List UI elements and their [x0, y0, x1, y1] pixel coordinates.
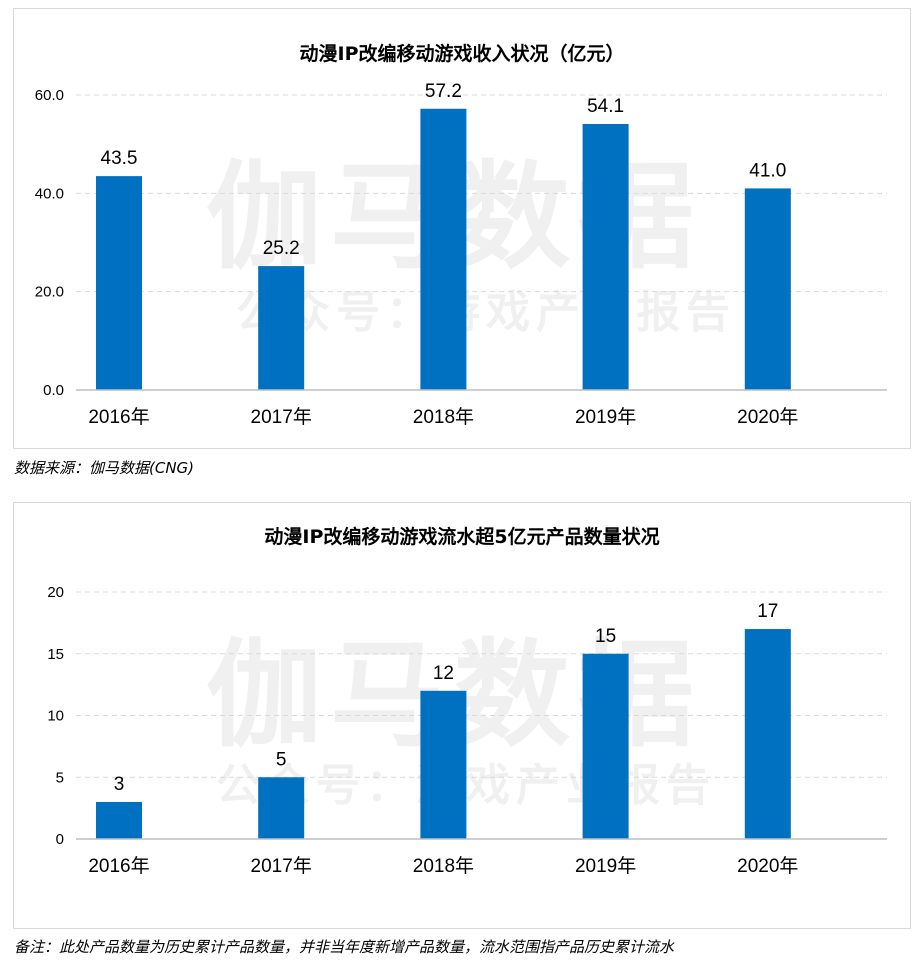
data-label: 41.0 [749, 160, 786, 181]
chart-svg: 伽马数据公众号：游戏产业报告0.020.040.060.043.52016年25… [35, 81, 887, 428]
x-tick-label: 2017年 [251, 855, 312, 877]
data-label: 12 [433, 663, 454, 684]
bar [96, 801, 142, 839]
data-label: 25.2 [263, 238, 300, 259]
bar [582, 653, 629, 839]
data-source-note: 数据来源：伽马数据(CNG) [14, 459, 195, 477]
y-tick-label: 10 [47, 708, 64, 725]
x-tick-label: 2020年 [737, 855, 798, 877]
y-tick-label: 60.0 [35, 87, 64, 104]
y-tick-label: 20 [47, 584, 64, 601]
x-tick-label: 2018年 [413, 406, 474, 428]
x-tick-label: 2016年 [88, 406, 149, 428]
bar [420, 108, 467, 391]
bar [96, 176, 142, 390]
x-tick-label: 2017年 [251, 406, 312, 428]
x-tick-label: 2019年 [575, 406, 636, 428]
data-label: 15 [595, 626, 616, 647]
count-chart-title: 动漫IP改编移动游戏流水超5亿元产品数量状况 [264, 526, 660, 548]
data-label: 5 [276, 749, 287, 770]
x-tick-label: 2016年 [88, 855, 149, 877]
x-tick-label: 2019年 [575, 855, 636, 877]
x-tick-label: 2020年 [737, 406, 798, 428]
bar [582, 124, 629, 390]
y-tick-label: 20.0 [35, 284, 64, 301]
footnote-remark: 备注：此处产品数量为历史累计产品数量，并非当年度新增产品数量，流水范围指产品历史… [14, 938, 675, 956]
y-tick-label: 0 [56, 831, 64, 848]
bar [258, 777, 305, 839]
y-tick-label: 0.0 [43, 382, 64, 399]
revenue-chart-panel: 动漫IP改编移动游戏收入状况（亿元） 伽马数据公众号：游戏产业报告0.020.0… [13, 8, 911, 449]
data-label: 54.1 [587, 96, 624, 117]
y-tick-label: 40.0 [35, 185, 64, 202]
bar [744, 188, 791, 390]
bar [420, 690, 467, 839]
bar [258, 266, 305, 390]
data-label: 43.5 [101, 148, 138, 169]
data-label: 3 [114, 774, 125, 795]
data-label: 57.2 [425, 81, 462, 102]
chart-svg: 伽马数据公众号：游戏产业报告0510152032016年52017年122018… [47, 584, 887, 877]
bar [744, 629, 791, 839]
y-tick-label: 15 [47, 646, 64, 663]
watermark-subtext: 公众号：游戏产业报告 [236, 287, 736, 338]
data-label: 17 [757, 601, 778, 622]
y-tick-label: 5 [56, 769, 64, 786]
revenue-chart-title: 动漫IP改编移动游戏收入状况（亿元） [299, 43, 625, 65]
count-chart-panel: 动漫IP改编移动游戏流水超5亿元产品数量状况 伽马数据公众号：游戏产业报告051… [13, 502, 911, 929]
x-tick-label: 2018年 [413, 855, 474, 877]
